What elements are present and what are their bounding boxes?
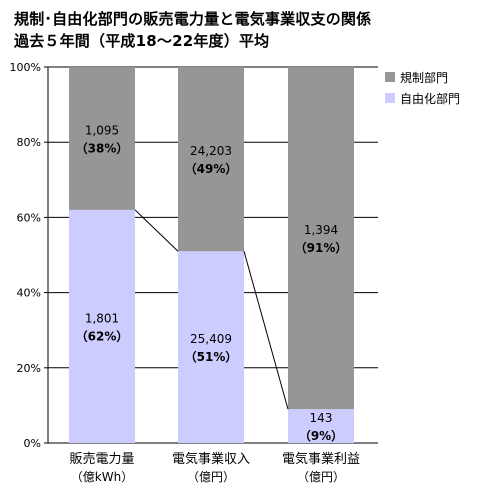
legend-label: 規制部門 xyxy=(400,70,448,85)
bar-percent-label: （62%） xyxy=(76,328,129,343)
bar-value-label: 1,095 xyxy=(85,123,119,137)
y-tick-label: 80% xyxy=(17,136,41,149)
bar-segment-regulated xyxy=(178,67,244,252)
chart-title-line-1: 規制･自由化部門の販売電力量と電気事業収支の関係 xyxy=(14,10,372,28)
x-category-label: 電気事業収入 xyxy=(172,451,250,467)
series-connector-line xyxy=(134,209,179,252)
x-category-unit: （億円） xyxy=(297,470,345,484)
bar-value-label: 24,203 xyxy=(190,144,232,158)
chart-title: 規制･自由化部門の販売電力量と電気事業収支の関係 過去５年間（平成18～22年度… xyxy=(14,8,371,52)
bar-segment-liberalized xyxy=(178,251,244,443)
bar-value-label: 25,409 xyxy=(190,332,232,346)
series-connector-line xyxy=(243,251,289,410)
y-tick-label: 100% xyxy=(10,61,41,74)
bar-value-label: 143 xyxy=(310,411,333,425)
y-tick-label: 20% xyxy=(17,362,41,375)
legend-swatch xyxy=(385,93,395,103)
bar-percent-label: （38%） xyxy=(76,140,129,155)
bar-segment-liberalized xyxy=(69,209,135,443)
bar-segment-liberalized xyxy=(288,409,354,443)
y-tick-label: 0% xyxy=(24,437,41,450)
y-tick-label: 60% xyxy=(17,211,41,224)
legend-swatch xyxy=(385,72,395,82)
x-category-unit: （億kWh） xyxy=(71,470,133,484)
bar-segment-regulated xyxy=(69,67,135,210)
y-tick-label: 40% xyxy=(17,287,41,300)
chart-title-line-2: 過去５年間（平成18～22年度）平均 xyxy=(14,32,270,50)
legend-label: 自由化部門 xyxy=(400,91,460,106)
bar-value-label: 1,801 xyxy=(85,311,119,325)
x-category-label: 電気事業利益 xyxy=(282,451,360,467)
bar-segment-regulated xyxy=(288,67,354,410)
x-category-label: 販売電力量 xyxy=(69,451,134,467)
bar-value-label: 1,394 xyxy=(304,223,338,237)
bar-percent-label: （9%） xyxy=(299,428,343,443)
bar-percent-label: （91%） xyxy=(295,240,348,255)
x-category-unit: （億円） xyxy=(187,470,235,484)
bar-percent-label: （51%） xyxy=(185,349,238,364)
bar-percent-label: （49%） xyxy=(185,161,238,176)
